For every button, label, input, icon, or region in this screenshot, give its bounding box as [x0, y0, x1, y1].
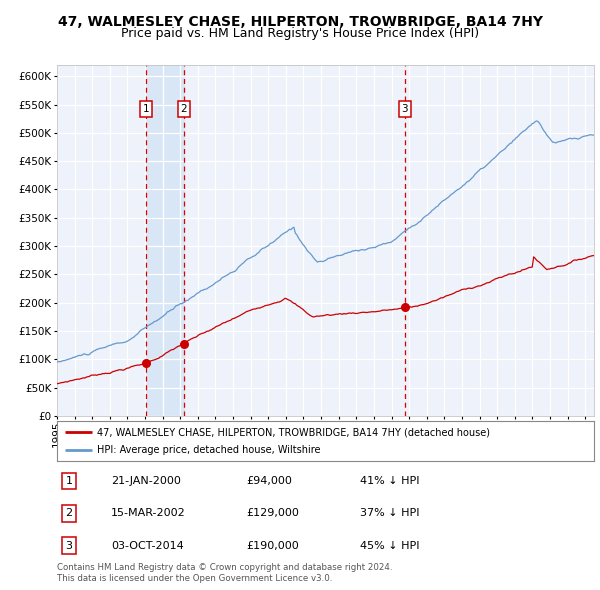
Text: 15-MAR-2002: 15-MAR-2002: [111, 509, 186, 518]
Text: 41% ↓ HPI: 41% ↓ HPI: [360, 476, 419, 486]
Text: 21-JAN-2000: 21-JAN-2000: [111, 476, 181, 486]
Text: 3: 3: [401, 104, 408, 114]
Text: 47, WALMESLEY CHASE, HILPERTON, TROWBRIDGE, BA14 7HY: 47, WALMESLEY CHASE, HILPERTON, TROWBRID…: [58, 15, 542, 29]
Bar: [146, 65, 184, 416]
Text: Price paid vs. HM Land Registry's House Price Index (HPI): Price paid vs. HM Land Registry's House …: [121, 27, 479, 40]
Text: 37% ↓ HPI: 37% ↓ HPI: [360, 509, 419, 518]
Text: Contains HM Land Registry data © Crown copyright and database right 2024.: Contains HM Land Registry data © Crown c…: [57, 563, 392, 572]
Text: 2: 2: [65, 509, 73, 518]
Text: 47, WALMESLEY CHASE, HILPERTON, TROWBRIDGE, BA14 7HY (detached house): 47, WALMESLEY CHASE, HILPERTON, TROWBRID…: [97, 428, 490, 438]
Text: 1: 1: [143, 104, 149, 114]
Text: £129,000: £129,000: [246, 509, 299, 518]
Text: 3: 3: [65, 541, 73, 550]
Text: £94,000: £94,000: [246, 476, 292, 486]
Text: 03-OCT-2014: 03-OCT-2014: [111, 541, 184, 550]
Text: This data is licensed under the Open Government Licence v3.0.: This data is licensed under the Open Gov…: [57, 574, 332, 583]
Text: 45% ↓ HPI: 45% ↓ HPI: [360, 541, 419, 550]
Text: £190,000: £190,000: [246, 541, 299, 550]
Text: HPI: Average price, detached house, Wiltshire: HPI: Average price, detached house, Wilt…: [97, 445, 321, 455]
Text: 1: 1: [65, 476, 73, 486]
Text: 2: 2: [181, 104, 187, 114]
